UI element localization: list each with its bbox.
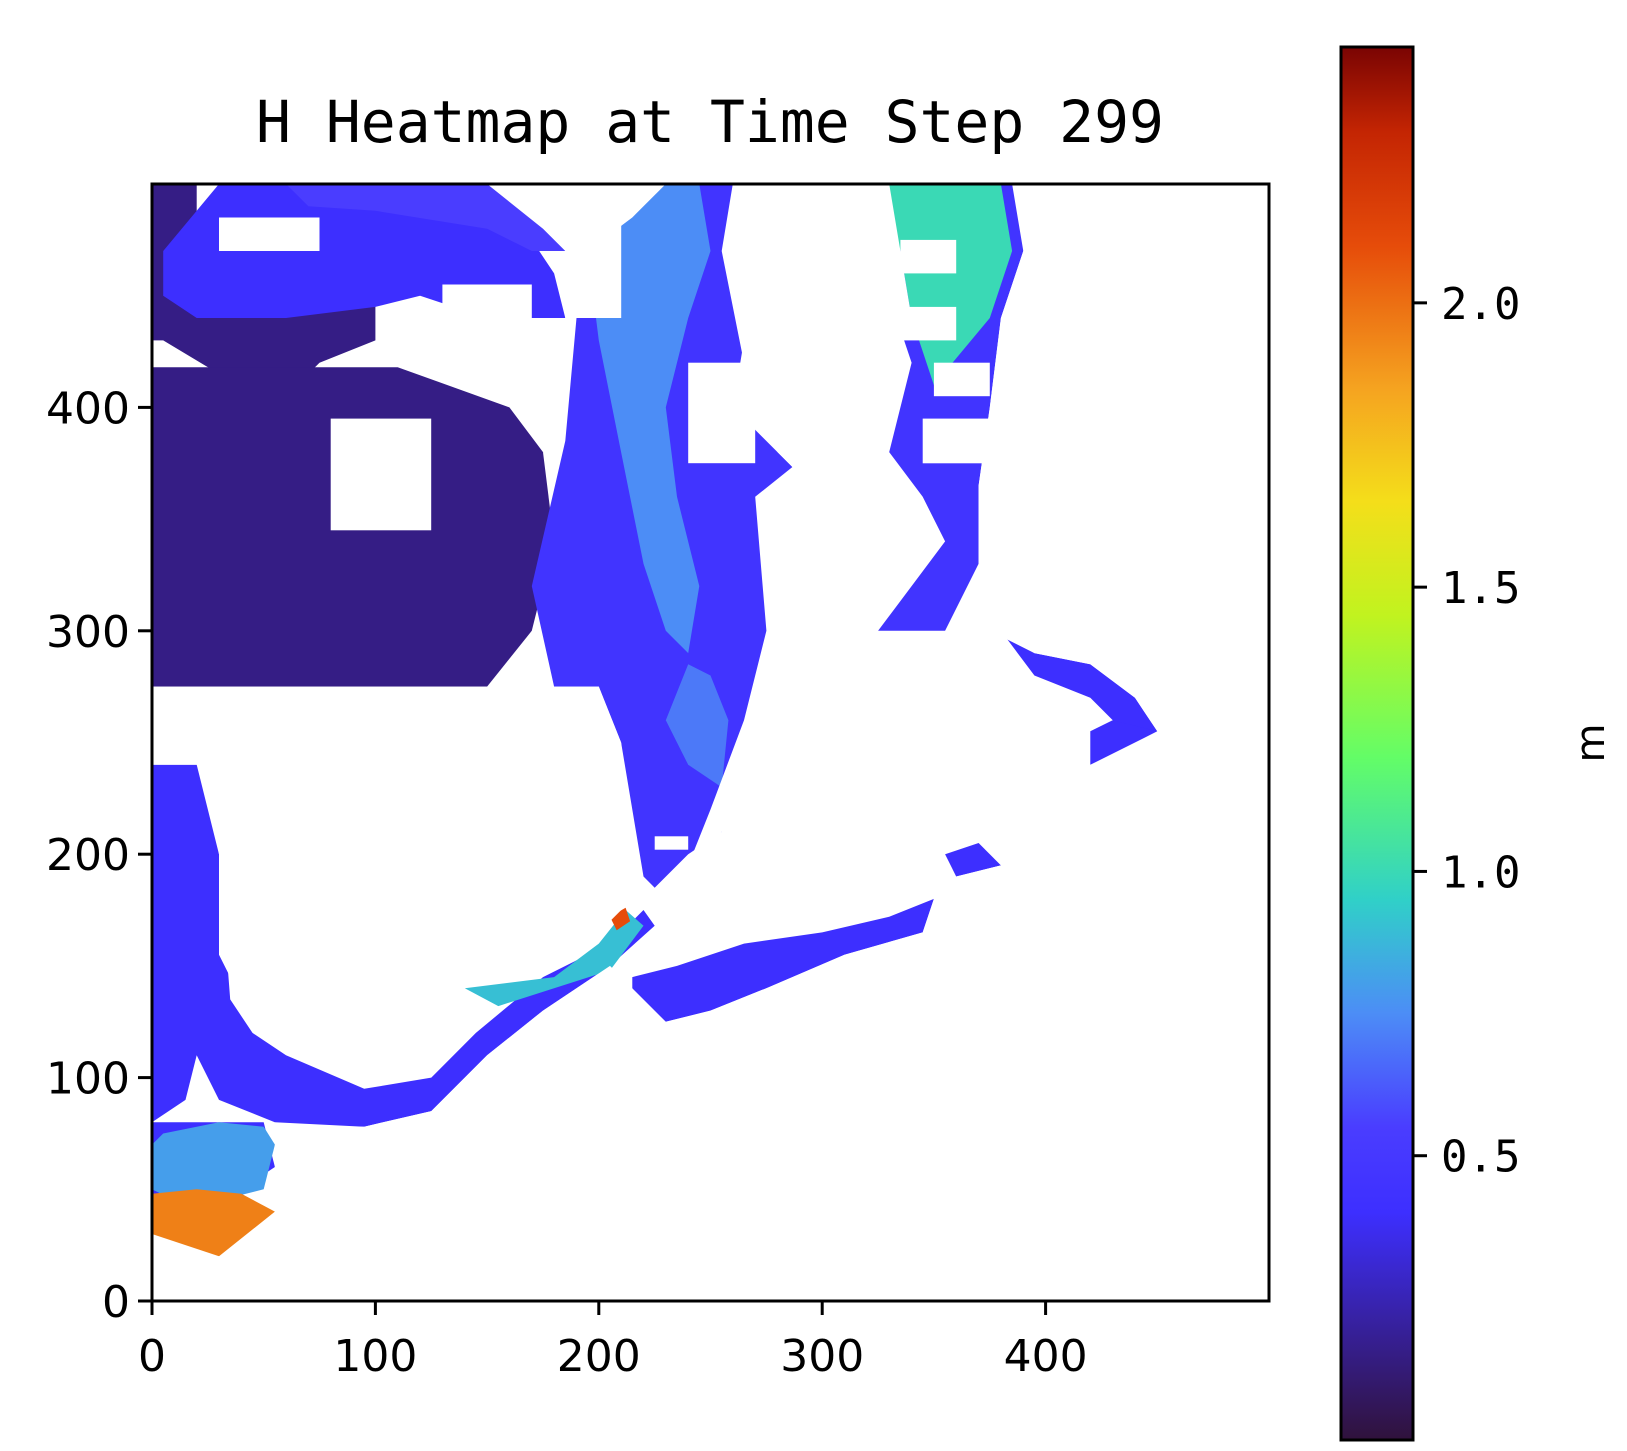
colorbar-tick-label: 1.5 [1441,563,1520,614]
colorbar-label: m [1568,724,1614,763]
heatmap-region-mid-9 [152,764,655,1127]
dry-block-0 [219,217,320,251]
chart-title: H Heatmap at Time Step 299 [256,88,1164,156]
dry-mask-1 [721,184,912,497]
dry-block-5 [889,306,957,341]
heatmap-region-upper-2 [286,184,566,251]
colorbar-gradient-bar [1339,45,1415,1442]
y-axis: 0 100 200 300 400 [46,383,152,1328]
heatmap-region-light-6 [665,664,729,788]
heatmap-region-light-8 [878,184,1013,386]
y-tick-label: 300 [46,607,130,658]
dry-mask-3 [152,184,1269,1301]
dry-block-3 [565,217,622,318]
colorbar-tick-label: 2.0 [1441,279,1520,330]
y-tick-label: 200 [46,830,130,881]
dry-mask-2 [688,452,890,866]
heatmap-region-mid-19 [945,843,1001,877]
dry-block-6 [900,239,957,274]
dry-block-10 [297,843,376,944]
plot-area [152,184,1269,1301]
colorbar-tick-label: 0.5 [1441,1132,1520,1183]
x-tick-label: 200 [557,1331,641,1382]
x-tick-label: 100 [333,1331,417,1382]
heatmap-region-hot-12 [610,907,631,931]
dry-mask-0 [152,686,644,1078]
x-tick-label: 300 [780,1331,864,1382]
x-tick-label: 400 [1004,1331,1088,1382]
dry-block-1 [442,284,532,341]
colorbar-tick-label: 1.0 [1441,847,1520,898]
y-tick-label: 100 [46,1054,130,1105]
heatmap-region-mid-10 [632,898,934,1022]
x-tick-label: 0 [138,1331,166,1382]
colorbar: 0.5 1.0 1.5 2.0 m [1339,45,1614,1442]
heatmap-region-mid-17 [1000,630,1158,743]
y-tick-label: 0 [102,1277,130,1328]
dry-block-9 [654,836,689,850]
dry-land-regions [152,184,1269,1301]
dry-block-8 [933,362,990,397]
dry-block-4 [688,362,756,464]
colorbar-ticks: 0.5 1.0 1.5 2.0 [1413,279,1520,1183]
plot-frame [150,182,1271,1303]
dry-block-7 [922,418,990,464]
heatmap-region-light-14 [152,1122,275,1201]
dry-block-2 [330,418,432,531]
y-tick-label: 400 [46,383,130,434]
x-axis: 0 100 200 300 400 [138,1301,1088,1382]
